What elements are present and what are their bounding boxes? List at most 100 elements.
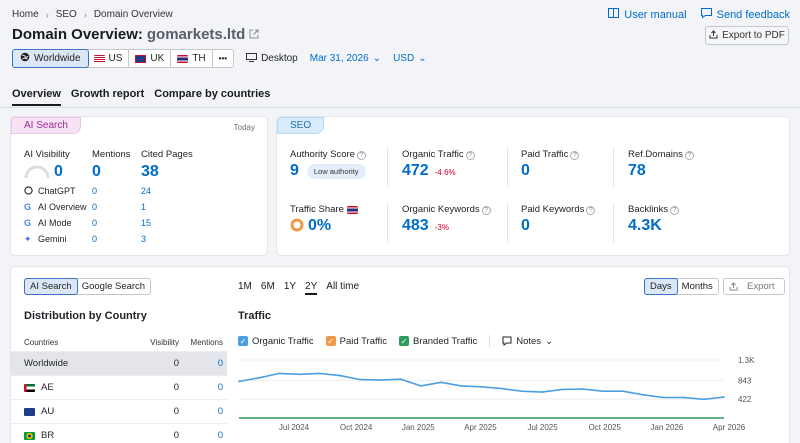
platform-cited[interactable]: 3 [141,234,147,244]
send-feedback-link[interactable]: Send feedback [700,8,790,21]
range-1y[interactable]: 1Y [283,281,297,292]
db-worldwide-button[interactable]: Worldwide [12,49,89,68]
google-search-toggle[interactable]: Google Search [81,281,146,292]
platform-mentions[interactable]: 0 [92,202,98,212]
platform-mentions[interactable]: 0 [92,234,98,244]
table-row[interactable]: AE 0 0 [11,375,227,399]
legend-paid[interactable]: ✓ Paid Traffic [325,336,387,347]
months-toggle[interactable]: Months [681,281,713,292]
days-toggle[interactable]: Days [644,278,678,295]
checkbox-icon: ✓ [325,336,336,346]
currency-selector[interactable]: USD ⌄ [393,53,427,64]
legend-branded[interactable]: ✓ Branded Traffic [398,336,477,347]
user-manual-link[interactable]: User manual [608,8,687,21]
mentions-label: Mentions [92,149,131,160]
cited-pages-value[interactable]: 38 [141,163,159,180]
title-domain[interactable]: gomarkets.ltd [146,26,246,43]
globe-icon [20,52,30,65]
db-th-button[interactable]: TH [171,50,213,67]
ai-search-card: AI Search Today AI Visibility Mentions C… [11,117,267,255]
range-6m[interactable]: 6M [260,281,275,292]
seo-card: SEO Authority Score? 9 Low authority Org… [277,117,789,255]
paid-keywords-value[interactable]: 0 [521,217,530,234]
db-uk-button[interactable]: UK [129,50,172,67]
export-button[interactable]: Export [723,278,786,295]
info-icon[interactable]: ? [570,151,580,160]
country-mentions[interactable]: 0 [217,430,223,441]
table-header: Countries Visibility Mentions [11,334,227,351]
organic-point [642,393,645,396]
organic-point [238,380,240,383]
notes-label: Notes [516,335,542,347]
x-tick-label: Jul 2024 [279,423,310,432]
organic-point [339,374,341,377]
ref-domains-value[interactable]: 78 [628,162,646,179]
today-label: Today [233,123,255,132]
country-mentions[interactable]: 0 [217,406,223,417]
tab-overview[interactable]: Overview [12,88,61,106]
info-icon[interactable]: ? [481,206,491,215]
note-icon [502,336,512,346]
organic-point [622,390,624,393]
database-selector-row: Worldwide US UK TH ••• Desktop Mar 31, 2… [12,49,427,68]
platform-cited[interactable]: 15 [141,218,152,228]
device-selector[interactable]: Desktop [246,52,298,65]
divider [613,203,614,243]
export-icon [729,282,738,291]
table-row[interactable]: AU 0 0 [11,399,227,423]
info-icon[interactable]: ? [465,151,475,160]
platform-cited[interactable]: 24 [141,186,152,196]
country-name: BR [41,430,55,441]
breadcrumb-current: Domain Overview [93,9,173,20]
th-flag-icon [177,54,189,63]
google-icon: G [24,202,32,212]
table-row[interactable]: Worldwide 0 0 [11,351,227,375]
checkbox-icon: ✓ [398,336,409,346]
external-link-icon[interactable] [249,26,259,43]
organic-point [541,391,544,394]
traffic-share-value[interactable]: 0% [308,217,332,234]
legend-organic[interactable]: ✓ Organic Traffic [238,336,314,347]
info-icon[interactable]: ? [356,151,366,160]
ai-search-toggle[interactable]: AI Search [24,278,78,295]
tab-growth-report[interactable]: Growth report [70,88,145,100]
x-tick-label: Oct 2025 [588,423,621,432]
range-all-time[interactable]: All time [326,281,360,292]
country-mentions[interactable]: 0 [217,358,223,369]
ai-visibility-value[interactable]: 0 [54,163,63,180]
header-visibility: Visibility [150,338,179,347]
info-icon[interactable]: ? [586,206,596,215]
tabs-divider [0,107,800,108]
traffic-chart[interactable]: 1.3K 843 422 Jul 2024 Oct 2024 Jan 2025 Apr 20… [229,354,789,443]
paid-traffic-value[interactable]: 0 [521,162,530,179]
info-icon[interactable]: ? [684,151,694,160]
notes-dropdown[interactable]: Notes ⌄ [502,336,553,347]
mentions-value[interactable]: 0 [92,163,101,180]
tab-compare-countries[interactable]: Compare by countries [154,88,271,100]
more-icon: ••• [218,54,228,63]
table-row[interactable]: BR 0 0 [11,423,227,443]
platform-cited[interactable]: 1 [141,202,147,212]
country-mentions[interactable]: 0 [217,382,223,393]
platform-mentions[interactable]: 0 [92,218,98,228]
backlinks-value[interactable]: 4.3K [628,217,662,234]
organic-point [318,372,321,375]
export-label: Export [747,281,775,292]
range-1m[interactable]: 1M [238,281,252,292]
range-2y[interactable]: 2Y [305,281,318,295]
breadcrumb-home[interactable]: Home [12,9,39,20]
organic-point [258,376,261,379]
date-selector[interactable]: Mar 31, 2026 ⌄ [310,53,381,64]
backlinks-label: Backlinks [628,204,669,215]
export-icon [709,29,718,42]
more-databases-button[interactable]: ••• [213,50,233,67]
db-us-button[interactable]: US [88,50,130,67]
x-tick-label: Apr 2026 [713,423,746,432]
breadcrumb-seo[interactable]: SEO [55,9,77,20]
info-icon[interactable]: ? [670,206,680,215]
export-pdf-button[interactable]: Export to PDF [705,26,789,45]
organic-keywords-value[interactable]: 483 [402,217,429,234]
organic-traffic-value[interactable]: 472 [402,162,429,179]
authority-score-value[interactable]: 9 [290,162,299,179]
platform-mentions[interactable]: 0 [92,186,98,196]
